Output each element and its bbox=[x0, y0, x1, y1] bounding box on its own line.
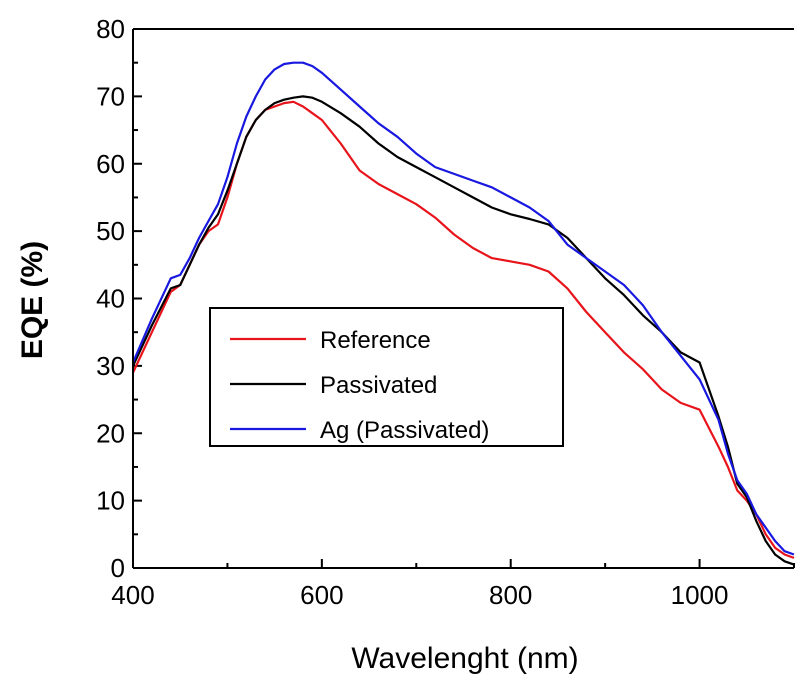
y-tick-label: 40 bbox=[96, 284, 125, 314]
x-tick-label: 1000 bbox=[671, 580, 729, 610]
x-tick-label: 800 bbox=[489, 580, 532, 610]
legend-label-reference: Reference bbox=[320, 327, 431, 354]
legend-label-passivated: Passivated bbox=[320, 372, 437, 399]
legend-label-ag-passivated: Ag (Passivated) bbox=[320, 417, 489, 444]
x-axis-ticks bbox=[132, 559, 795, 568]
plot-frame bbox=[132, 28, 794, 569]
x-tick-label: 600 bbox=[300, 580, 343, 610]
y-axis-title: EQE (%) bbox=[16, 241, 49, 359]
y-tick-label: 70 bbox=[96, 81, 125, 111]
y-tick-label: 0 bbox=[111, 553, 125, 583]
y-axis-tick-labels: 0 10 20 30 40 50 60 70 80 bbox=[96, 14, 125, 583]
x-tick-label: 400 bbox=[111, 580, 154, 610]
y-tick-label: 60 bbox=[96, 149, 125, 179]
x-axis-title: Wavelenght (nm) bbox=[351, 642, 578, 675]
x-axis-tick-labels: 400 600 800 1000 bbox=[111, 580, 728, 610]
series-line-reference bbox=[132, 100, 795, 559]
y-axis-ticks bbox=[133, 28, 142, 569]
y-tick-label: 80 bbox=[96, 14, 125, 44]
legend-box bbox=[209, 307, 564, 447]
series-line-ag-passivated bbox=[131, 61, 795, 556]
legend: Reference Passivated Ag (Passivated) bbox=[209, 307, 564, 447]
y-tick-label: 50 bbox=[96, 216, 125, 246]
y-tick-label: 30 bbox=[96, 351, 125, 381]
y-tick-label: 10 bbox=[96, 486, 125, 516]
y-tick-label: 20 bbox=[96, 418, 125, 448]
series-lines bbox=[131, 61, 795, 566]
